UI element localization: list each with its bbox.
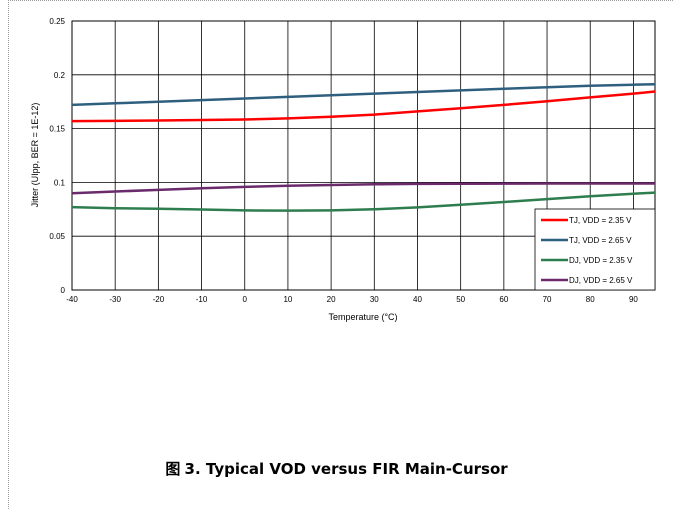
- series-line: [71, 191, 656, 212]
- x-tick-label: 30: [370, 295, 379, 304]
- series-lines: [71, 83, 656, 212]
- x-tick-label: -30: [109, 295, 121, 304]
- x-tick-label: 60: [499, 295, 508, 304]
- caption-text: 3. Typical VOD versus FIR Main-Cursor: [184, 460, 508, 478]
- caption-prefix: 图: [165, 460, 181, 478]
- series-line: [71, 182, 655, 195]
- x-tick-label: 10: [283, 295, 292, 304]
- x-tick-label: 70: [543, 295, 552, 304]
- figure-caption: 图 3. Typical VOD versus FIR Main-Cursor: [0, 458, 673, 479]
- x-tick-label: -10: [196, 295, 208, 304]
- y-tick-label: 0: [61, 286, 66, 295]
- legend-label: TJ, VDD = 2.65 V: [569, 236, 632, 245]
- x-tick-label: 40: [413, 295, 422, 304]
- x-tick-label: 0: [243, 295, 248, 304]
- tick-labels: -40 -30 -20 -10 0 10 20 30 40 50 60 70 80 90 0 0.05 0.1 0…: [49, 17, 638, 304]
- series-line: [71, 90, 656, 123]
- legend-label: TJ, VDD = 2.35 V: [569, 216, 632, 225]
- y-tick-label: 0.05: [49, 232, 65, 241]
- legend-label: DJ, VDD = 2.35 V: [569, 256, 633, 265]
- series-line: [71, 83, 656, 107]
- x-tick-label: 80: [586, 295, 595, 304]
- x-tick-label: -20: [153, 295, 165, 304]
- y-tick-label: 0.15: [49, 125, 65, 134]
- page-border-left: [8, 0, 9, 509]
- y-axis-label: Jitter (UIpp, BER = 1E-12): [30, 103, 40, 208]
- x-tick-label: 20: [327, 295, 336, 304]
- legend-label: DJ, VDD = 2.65 V: [569, 276, 633, 285]
- jitter-temperature-chart: -40 -30 -20 -10 0 10 20 30 40 50 60 70 80 90 0 0.05 0.1 0…: [30, 17, 656, 322]
- x-tick-label: 50: [456, 295, 465, 304]
- y-tick-label: 0.2: [54, 71, 66, 80]
- legend-box: [534, 208, 656, 291]
- page-border-top: [8, 0, 673, 1]
- legend: TJ, VDD = 2.35 V TJ, VDD = 2.65 V DJ, VDD …: [534, 208, 656, 291]
- x-tick-label: 90: [629, 295, 638, 304]
- grid-lines: [72, 21, 655, 290]
- x-tick-label: -40: [66, 295, 78, 304]
- x-axis-label: Temperature (°C): [328, 312, 397, 322]
- y-tick-label: 0.1: [54, 178, 66, 187]
- y-tick-label: 0.25: [49, 17, 65, 26]
